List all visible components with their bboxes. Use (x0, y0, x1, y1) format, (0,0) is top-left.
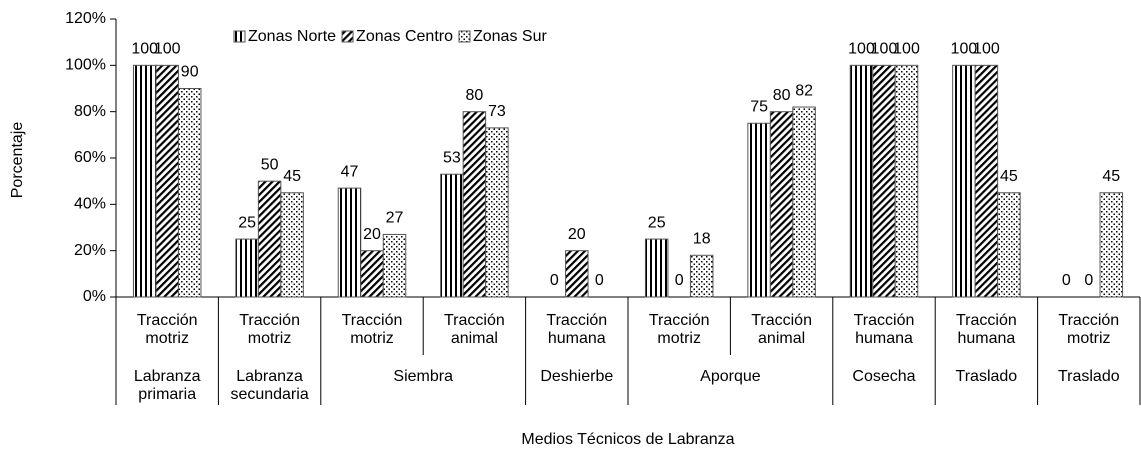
data-label: 53 (443, 149, 461, 166)
data-label: 100 (848, 41, 875, 58)
legend-label: Zonas Centro (356, 28, 453, 45)
y-tick-label: 0% (83, 288, 106, 305)
y-tick-label: 20% (74, 242, 106, 259)
bar (280, 192, 304, 298)
data-label: 27 (386, 210, 404, 227)
bar (485, 127, 509, 298)
data-label: 20 (568, 226, 586, 243)
bar (747, 122, 771, 298)
bar (997, 192, 1021, 298)
data-label: 100 (871, 41, 898, 58)
data-label: 100 (154, 41, 181, 58)
bar (177, 88, 202, 298)
legend-swatch (233, 30, 246, 43)
data-label: 47 (341, 163, 359, 180)
data-label: 90 (181, 64, 199, 81)
bar (155, 64, 179, 298)
data-label: 50 (261, 156, 279, 173)
bar (644, 238, 669, 298)
y-tick-label: 120% (65, 10, 106, 27)
data-label: 100 (973, 41, 1000, 58)
bar (952, 64, 976, 298)
category-label: Tracción humana (853, 312, 915, 347)
bar (974, 64, 999, 298)
group-label: Aporque (700, 368, 761, 385)
data-label: 75 (750, 98, 768, 115)
data-label: 25 (238, 214, 256, 231)
bar (257, 180, 282, 298)
bar (462, 111, 487, 298)
group-label: Labranza secundaria (230, 368, 309, 403)
group-label: Cosecha (852, 368, 916, 385)
data-label: 0 (1084, 272, 1093, 289)
group-label: Traslado (955, 368, 1018, 385)
data-label: 25 (648, 214, 666, 231)
data-label: 80 (466, 87, 484, 104)
group-label: Siembra (393, 368, 453, 385)
legend-label: Zonas Sur (473, 28, 547, 45)
bar (440, 173, 464, 298)
category-label: Tracción motriz (239, 312, 300, 347)
bar (792, 106, 816, 298)
y-tick-label: 80% (74, 103, 106, 120)
category-label: Tracción motriz (1058, 312, 1120, 347)
category-label: Tracción motriz (648, 312, 710, 347)
bar (132, 64, 157, 298)
y-tick-label: 100% (65, 57, 106, 74)
category-label: Tracción animal (444, 312, 505, 347)
bar (894, 64, 919, 298)
bar (769, 111, 794, 298)
data-label: 45 (283, 168, 301, 185)
data-label: 82 (795, 82, 813, 99)
bar (382, 233, 407, 298)
category-label: Tracción humana (546, 312, 608, 347)
data-label: 100 (131, 41, 158, 58)
category-label: Tracción motriz (341, 312, 403, 347)
bar (849, 64, 874, 298)
group-label: Traslado (1057, 368, 1120, 385)
category-label: Tracción animal (751, 312, 812, 347)
data-label: 0 (550, 272, 559, 289)
data-label: 0 (675, 272, 684, 289)
data-label: 0 (595, 272, 604, 289)
data-label: 18 (693, 231, 711, 248)
category-label: Tracción motriz (136, 312, 198, 347)
y-tick-label: 40% (74, 196, 106, 213)
bar (872, 64, 896, 298)
data-label: 20 (363, 226, 381, 243)
category-label: Tracción humana (956, 312, 1017, 347)
data-label: 73 (488, 103, 506, 120)
y-tick-label: 60% (74, 149, 106, 166)
data-label: 45 (1000, 168, 1018, 185)
group-label: Labranza primaria (133, 368, 201, 403)
data-label: 100 (893, 41, 920, 58)
data-label: 100 (951, 41, 978, 58)
y-axis-title: Porcentaje (9, 122, 26, 199)
legend-label: Zonas Norte (248, 28, 336, 45)
x-axis-title: Medios Técnicos de Labranza (521, 431, 734, 448)
bar (360, 250, 384, 298)
data-label: 45 (1102, 168, 1120, 185)
bar (235, 238, 259, 298)
legend-swatch (341, 30, 354, 43)
group-label: Deshierbe (540, 368, 614, 385)
data-label: 80 (773, 87, 791, 104)
bar (1099, 192, 1124, 298)
legend-swatch (458, 30, 471, 43)
bar (337, 187, 362, 298)
bar (689, 254, 714, 298)
data-label: 0 (1062, 272, 1071, 289)
bar (565, 250, 589, 298)
